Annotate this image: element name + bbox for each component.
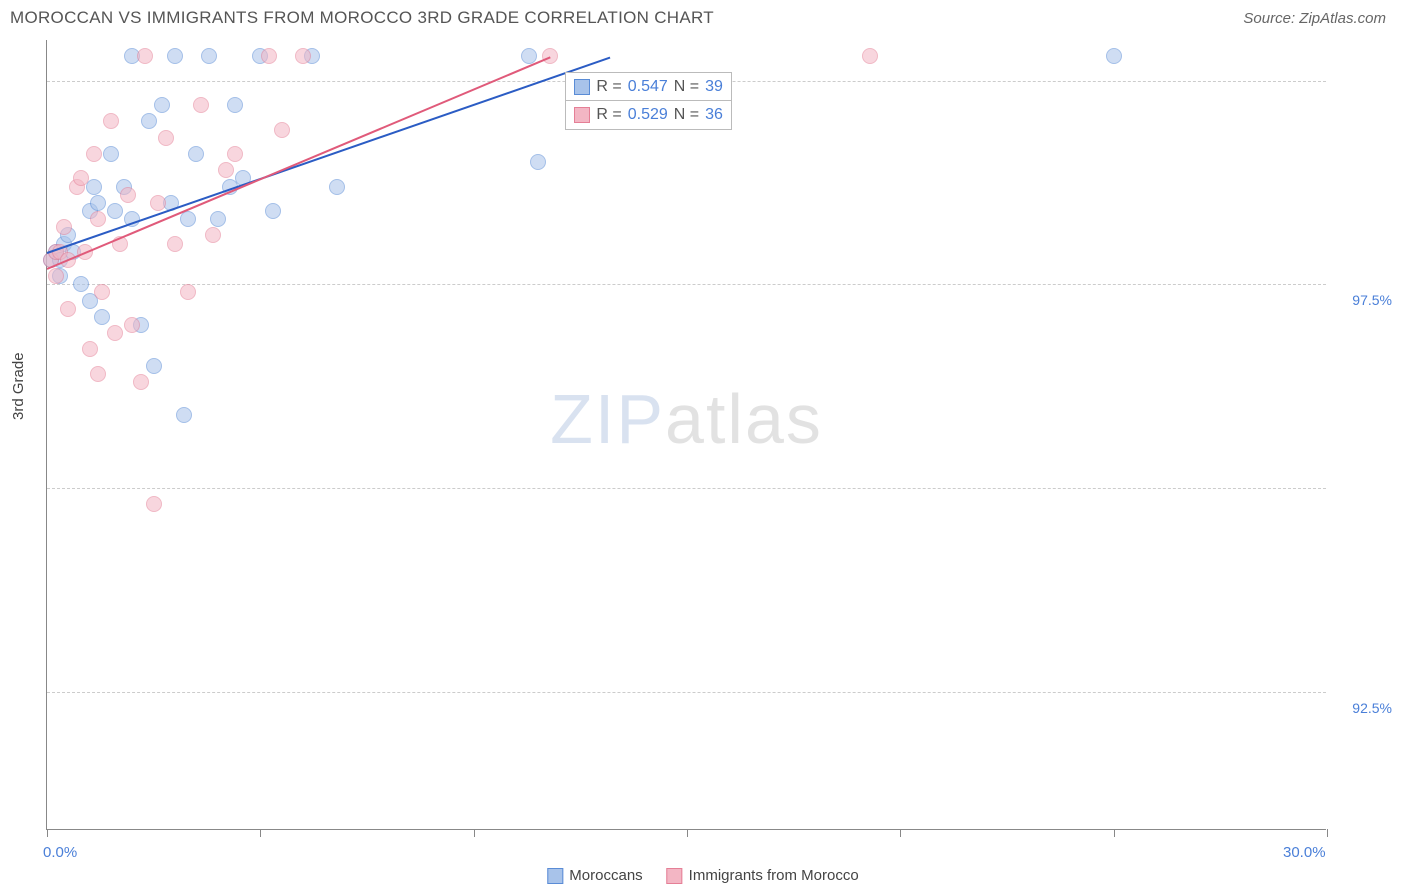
stat-n-label: N =	[674, 76, 699, 98]
stat-r-label: R =	[596, 76, 621, 98]
data-point	[73, 170, 89, 186]
stat-r-label: R =	[596, 104, 621, 126]
y-tick-label: 97.5%	[1352, 292, 1392, 308]
data-point	[146, 496, 162, 512]
legend-swatch	[547, 868, 563, 884]
x-tick	[1114, 829, 1115, 837]
data-point	[90, 211, 106, 227]
data-point	[120, 187, 136, 203]
data-point	[103, 146, 119, 162]
stat-n-label: N =	[674, 104, 699, 126]
data-point	[158, 130, 174, 146]
stat-r-value: 0.529	[628, 104, 668, 126]
x-tick-label: 30.0%	[1283, 844, 1326, 861]
gridline-h	[47, 284, 1326, 285]
legend-item: Moroccans	[547, 867, 642, 884]
data-point	[137, 48, 153, 64]
data-point	[154, 97, 170, 113]
y-tick-label: 92.5%	[1352, 700, 1392, 716]
data-point	[107, 325, 123, 341]
gridline-h	[47, 692, 1326, 693]
data-point	[82, 341, 98, 357]
data-point	[141, 113, 157, 129]
data-point	[94, 309, 110, 325]
source-label: Source:	[1243, 10, 1299, 27]
legend-item: Immigrants from Morocco	[667, 867, 859, 884]
y-axis-title: 3rd Grade	[10, 352, 27, 420]
data-point	[124, 317, 140, 333]
data-point	[56, 219, 72, 235]
data-point	[176, 407, 192, 423]
stat-box-row: R = 0.529 N = 36	[565, 100, 732, 130]
data-point	[188, 146, 204, 162]
stat-swatch	[574, 79, 590, 95]
x-tick	[474, 829, 475, 837]
data-point	[167, 236, 183, 252]
data-point	[227, 97, 243, 113]
chart-container: ZIPatlas 92.5%97.5%0.0%30.0%R = 0.547 N …	[46, 40, 1326, 830]
x-tick-label: 0.0%	[43, 844, 77, 861]
data-point	[90, 195, 106, 211]
data-point	[227, 146, 243, 162]
data-point	[274, 122, 290, 138]
data-point	[329, 179, 345, 195]
data-point	[133, 374, 149, 390]
stat-swatch	[574, 107, 590, 123]
x-tick	[900, 829, 901, 837]
data-point	[146, 358, 162, 374]
trend-line	[47, 56, 551, 270]
data-point	[218, 162, 234, 178]
data-point	[94, 284, 110, 300]
source-name: ZipAtlas.com	[1299, 10, 1386, 27]
plot-area: ZIPatlas 92.5%97.5%0.0%30.0%R = 0.547 N …	[46, 40, 1326, 830]
data-point	[90, 366, 106, 382]
data-point	[261, 48, 277, 64]
data-point	[210, 211, 226, 227]
data-point	[530, 154, 546, 170]
data-point	[73, 276, 89, 292]
x-tick	[687, 829, 688, 837]
legend: Moroccans Immigrants from Morocco	[547, 867, 858, 884]
legend-label: Moroccans	[569, 867, 642, 884]
data-point	[205, 227, 221, 243]
data-point	[150, 195, 166, 211]
x-tick	[47, 829, 48, 837]
trend-line	[47, 56, 611, 253]
source-attribution: Source: ZipAtlas.com	[1243, 10, 1386, 27]
stat-box-row: R = 0.547 N = 39	[565, 72, 732, 102]
data-point	[86, 146, 102, 162]
data-point	[193, 97, 209, 113]
x-tick	[260, 829, 261, 837]
stat-n-value: 36	[705, 104, 723, 126]
data-point	[180, 211, 196, 227]
chart-title: MOROCCAN VS IMMIGRANTS FROM MOROCCO 3RD …	[10, 8, 714, 28]
data-point	[103, 113, 119, 129]
stat-r-value: 0.547	[628, 76, 668, 98]
watermark-atlas: atlas	[665, 380, 823, 458]
stat-n-value: 39	[705, 76, 723, 98]
legend-swatch	[667, 868, 683, 884]
data-point	[1106, 48, 1122, 64]
x-tick	[1327, 829, 1328, 837]
chart-header: MOROCCAN VS IMMIGRANTS FROM MOROCCO 3RD …	[0, 0, 1406, 32]
data-point	[48, 268, 64, 284]
data-point	[167, 48, 183, 64]
data-point	[295, 48, 311, 64]
data-point	[862, 48, 878, 64]
gridline-h	[47, 488, 1326, 489]
data-point	[107, 203, 123, 219]
watermark: ZIPatlas	[550, 379, 823, 459]
data-point	[60, 301, 76, 317]
data-point	[180, 284, 196, 300]
legend-label: Immigrants from Morocco	[689, 867, 859, 884]
data-point	[201, 48, 217, 64]
data-point	[265, 203, 281, 219]
watermark-zip: ZIP	[550, 380, 665, 458]
